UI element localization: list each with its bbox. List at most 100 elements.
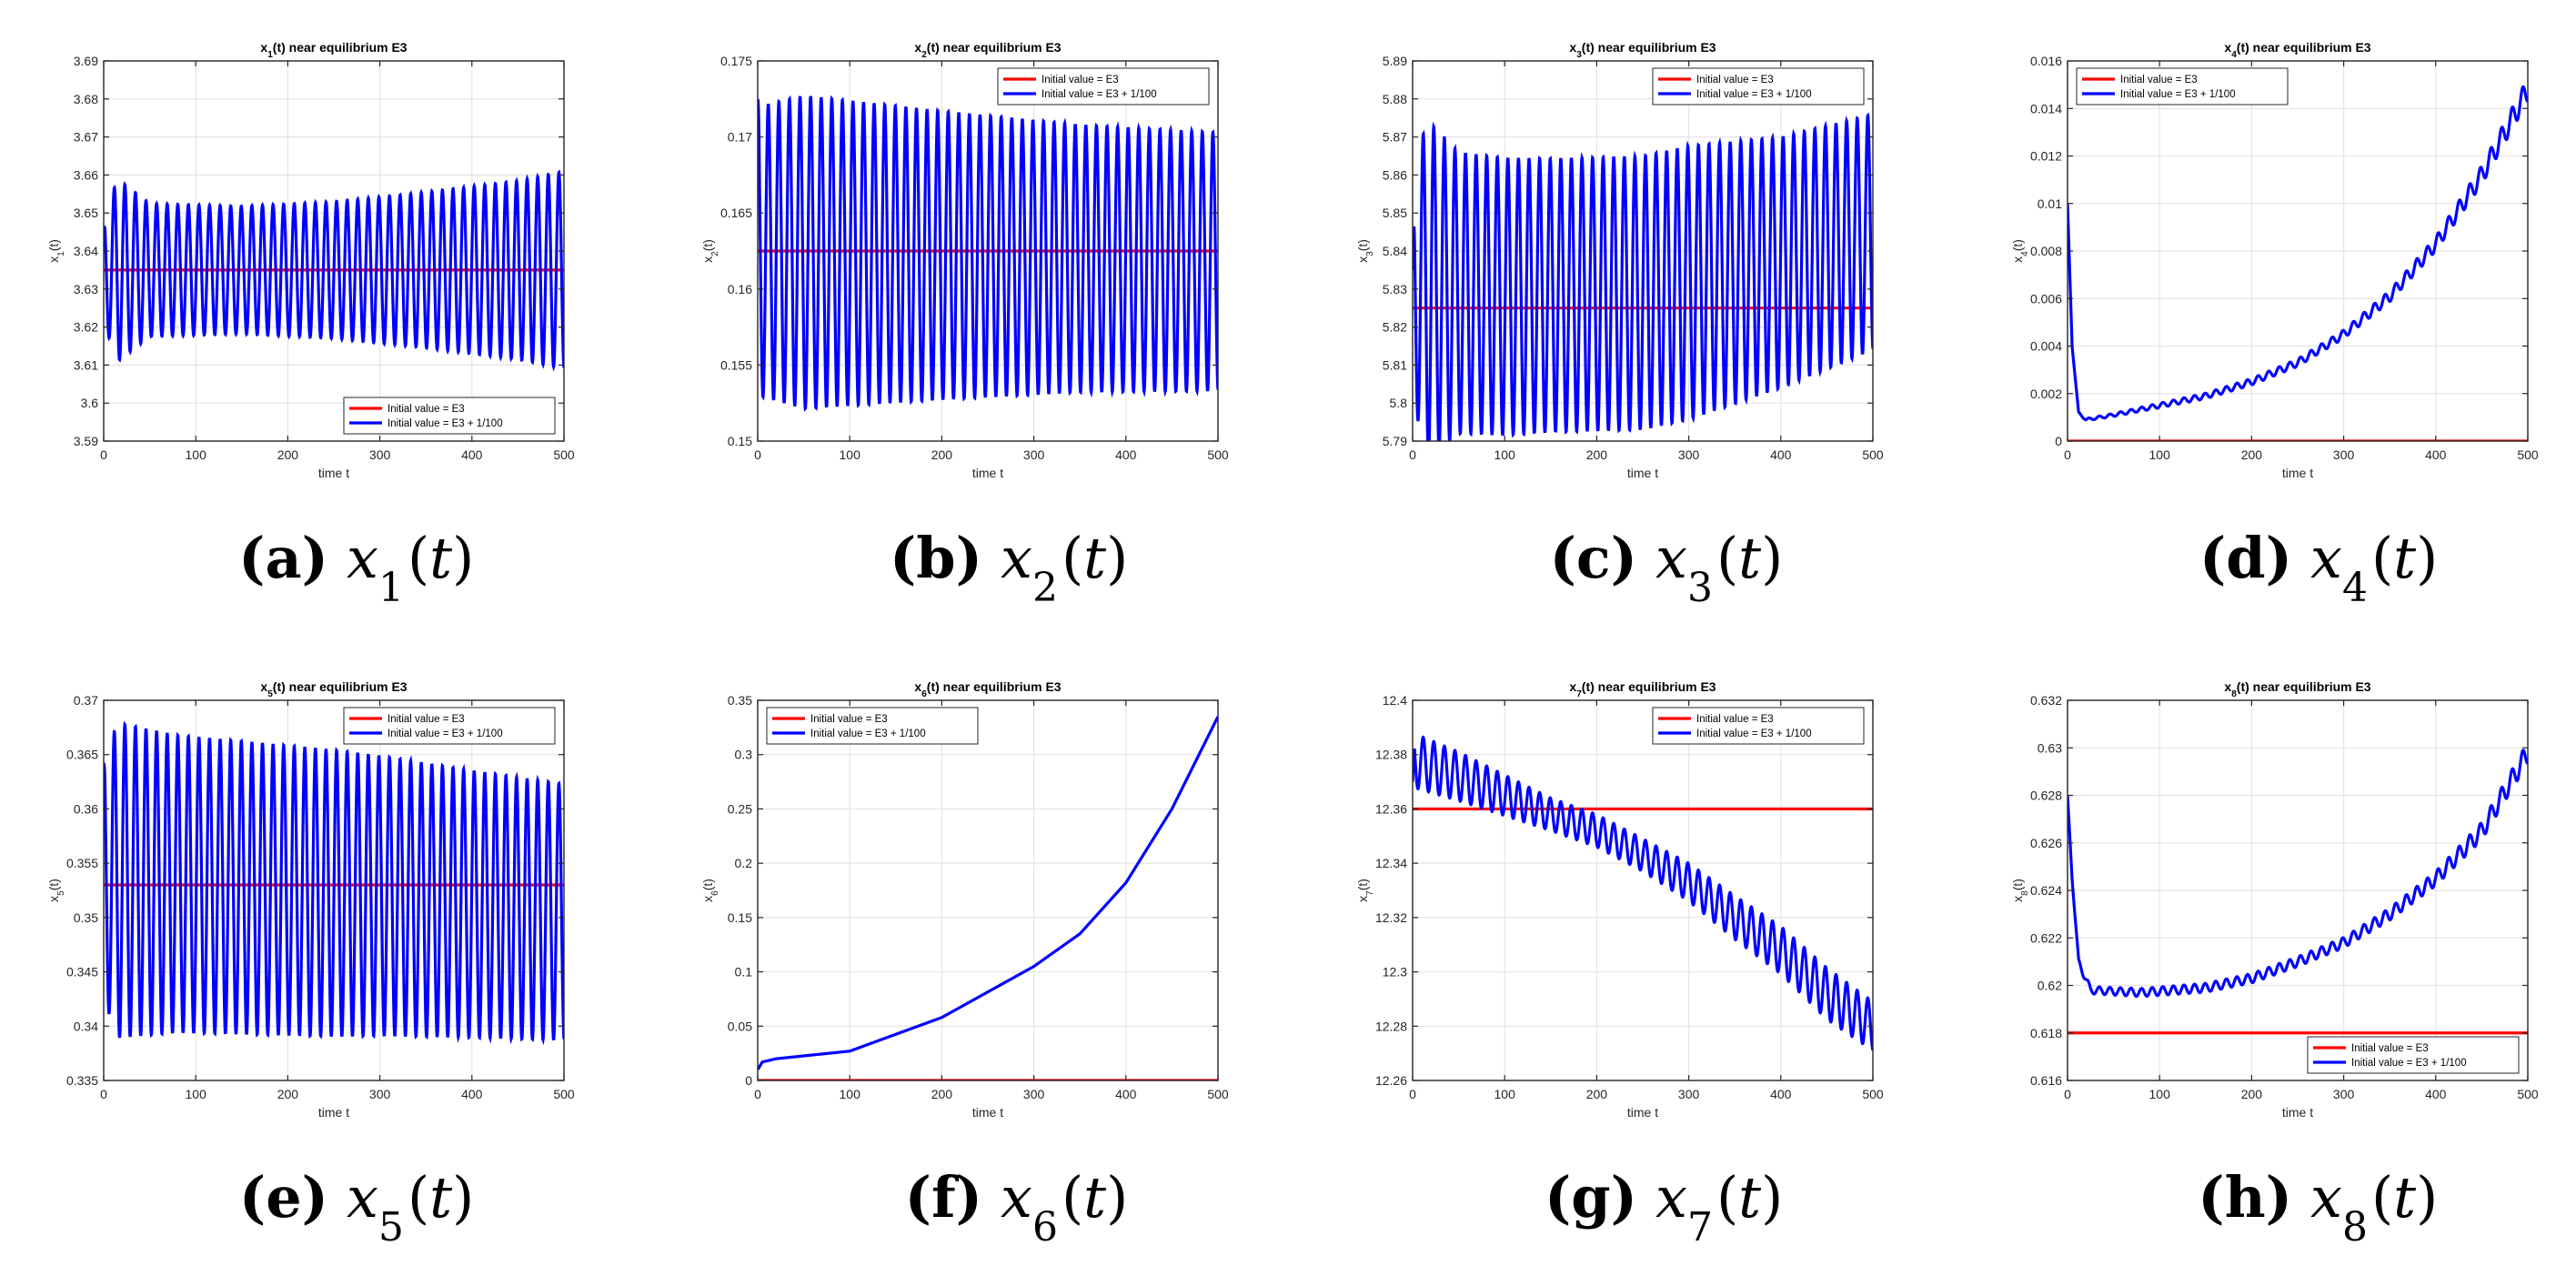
legend-box (2076, 67, 2289, 106)
y-tick-label: 5.83 (1383, 282, 1407, 296)
x-axis-label: time t (2282, 466, 2313, 480)
y-tick-label: 3.67 (74, 130, 98, 145)
x-tick-label: 200 (277, 1087, 299, 1101)
x-tick-label: 300 (1023, 1087, 1045, 1101)
x-tick-label: 500 (553, 447, 575, 462)
x-tick-label: 500 (2517, 1087, 2539, 1101)
legend-label: Initial value = E3 + 1/100 (2120, 89, 2236, 100)
x-tick-label: 200 (2241, 1087, 2263, 1101)
y-tick-label: 12.3 (1383, 965, 1407, 980)
caption-variable: x5(t) (347, 1164, 474, 1251)
y-tick-label: 5.85 (1383, 206, 1407, 220)
x-tick-label: 500 (553, 1087, 575, 1101)
legend: Initial value = E3 Initial value = E3 + 1… (1652, 707, 1865, 745)
y-tick-label: 0.17 (728, 130, 752, 145)
series-group (1413, 112, 1873, 441)
y-tick-label: 0.002 (2030, 387, 2062, 401)
y-tick-label: 3.69 (74, 54, 98, 68)
x-tick-label: 100 (1494, 447, 1516, 462)
y-tick-label: 0.01 (2038, 196, 2062, 211)
series-group (758, 95, 1218, 412)
x-tick-label: 200 (1586, 447, 1608, 462)
ticks (2067, 60, 2529, 442)
legend-box (766, 707, 979, 745)
y-axis-label: x8(t) (2010, 879, 2030, 902)
x-tick-label: 300 (2333, 1087, 2355, 1101)
x-tick-label: 100 (840, 447, 861, 462)
y-tick-label: 5.88 (1383, 92, 1407, 106)
y-tick-label: 0.004 (2030, 339, 2062, 354)
y-axis-label: x6(t) (700, 879, 720, 902)
series-group (2068, 85, 2528, 441)
chart-panel-g: 0 100 200 300 400 500 12.26 12.28 12.3 12.32 12.34… (1355, 679, 1884, 1251)
y-tick-label: 3.62 (74, 320, 98, 335)
x-axis-label: time t (1627, 466, 1658, 480)
caption-variable: x7(t) (1655, 1164, 1783, 1251)
chart-panel-h: 0 100 200 300 400 500 0.616 0.618 0.62 0.622 0.624… (2010, 679, 2539, 1251)
x-axis-label: time t (972, 1105, 1003, 1120)
series-line-perturbed (758, 716, 1218, 1070)
y-tick-label: 3.6 (81, 396, 99, 410)
legend-label: Initial value = E3 + 1/100 (1696, 728, 1812, 739)
chart-title: x4(t) near equilibrium E3 (2224, 40, 2370, 60)
caption-letter: (d) (2199, 525, 2292, 591)
legend: Initial value = E3 Initial value = E3 + 1… (1652, 67, 1865, 106)
series-group (104, 169, 564, 372)
x-tick-label: 400 (1115, 447, 1137, 462)
legend: Initial value = E3 Initial value = E3 + 1… (766, 707, 979, 745)
y-tick-label: 5.8 (1390, 396, 1408, 410)
series-line-perturbed (758, 95, 1218, 412)
y-tick-label: 0.624 (2030, 883, 2062, 898)
x-tick-label: 100 (186, 447, 207, 462)
y-tick-label: 0.1 (735, 965, 753, 980)
y-tick-label: 0.15 (728, 910, 752, 925)
legend-box (1652, 67, 1865, 106)
y-axis-label: x4(t) (2010, 239, 2030, 263)
axes-box (103, 699, 565, 1081)
x-tick-label: 100 (2149, 1087, 2171, 1101)
legend-label: Initial value = E3 (1041, 75, 1119, 85)
x-tick-label: 500 (2517, 447, 2539, 462)
ticks (757, 699, 1219, 1081)
x-axis-label: time t (972, 466, 1003, 480)
caption-variable: x1(t) (347, 525, 474, 611)
y-tick-label: 0.2 (735, 856, 753, 870)
chart-title: x3(t) near equilibrium E3 (1569, 40, 1716, 60)
y-tick-label: 0.008 (2030, 244, 2062, 258)
legend-label: Initial value = E3 + 1/100 (387, 418, 503, 429)
y-tick-label: 0.618 (2030, 1026, 2062, 1040)
y-tick-label: 0.25 (728, 801, 752, 816)
x-tick-label: 300 (2333, 447, 2355, 462)
x-tick-label: 200 (931, 1087, 953, 1101)
y-tick-label: 5.81 (1383, 357, 1407, 372)
caption-variable: x4(t) (2310, 525, 2438, 611)
y-tick-label: 0.37 (74, 693, 98, 708)
legend: Initial value = E3 Initial value = E3 + 1… (997, 67, 1210, 106)
y-tick-label: 0.05 (728, 1019, 752, 1033)
x-tick-label: 200 (931, 447, 953, 462)
y-tick-label: 3.64 (74, 244, 98, 258)
y-tick-label: 3.59 (74, 434, 98, 448)
y-tick-label: 0.628 (2030, 789, 2062, 803)
y-tick-label: 0.35 (74, 910, 98, 925)
axes-box (757, 60, 1219, 442)
panel-caption: (g) x7(t) (1545, 1164, 1783, 1251)
y-tick-label: 0.355 (66, 856, 98, 870)
x-tick-label: 0 (100, 1087, 107, 1101)
x-tick-label: 400 (1770, 447, 1792, 462)
caption-letter: (f) (905, 1164, 982, 1231)
x-tick-label: 500 (1207, 1087, 1229, 1101)
y-tick-label: 3.63 (74, 282, 98, 296)
ticks (2067, 699, 2529, 1081)
x-tick-label: 300 (369, 1087, 391, 1101)
caption-variable: x6(t) (1001, 1164, 1128, 1251)
legend-box (2307, 1036, 2520, 1074)
chart-panel-f: 0 100 200 300 400 500 0 0.05 0.1 0.15 0.2 0.25 0.3 0.… (700, 679, 1229, 1251)
chart-title: x6(t) near equilibrium E3 (914, 679, 1061, 699)
x-axis-label: time t (318, 466, 349, 480)
plot-area (1413, 700, 1873, 1080)
chart-panel-b: 0 100 200 300 400 500 0.15 0.155 0.16 0.165 0.17 0.… (700, 40, 1229, 611)
legend-label: Initial value = E3 (387, 714, 465, 725)
y-tick-label: 12.26 (1375, 1073, 1407, 1088)
